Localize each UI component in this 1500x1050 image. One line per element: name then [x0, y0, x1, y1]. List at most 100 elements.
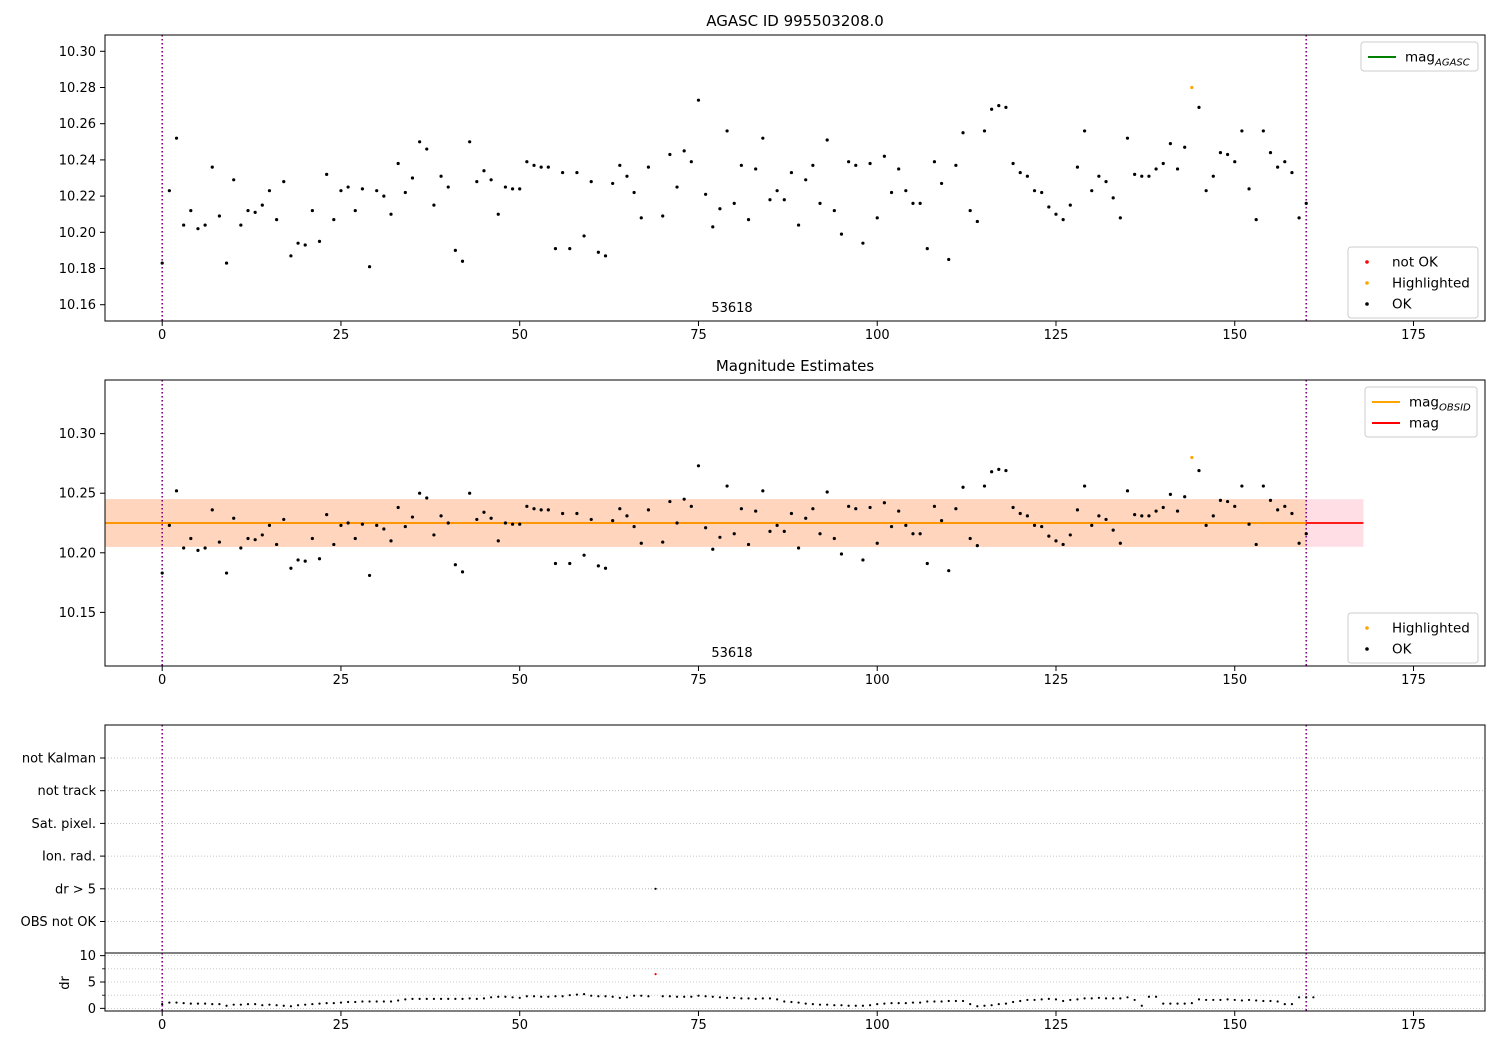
- data-point-ok: [482, 510, 486, 514]
- dr-point: [1047, 997, 1050, 1000]
- dr-point: [590, 994, 593, 997]
- data-point-ok: [167, 189, 171, 193]
- data-point-ok: [1204, 523, 1208, 527]
- data-point-ok: [811, 163, 815, 167]
- legend-label-subscript: OBSID: [1439, 403, 1471, 414]
- legend-dot-swatch: [1365, 281, 1369, 285]
- data-point-ok: [525, 160, 529, 164]
- top-panel-title: AGASC ID 995503208.0: [706, 12, 884, 30]
- flag-category-label: Ion. rad.: [42, 850, 96, 865]
- legend-label-main: mag: [1405, 50, 1435, 66]
- dr-point: [1190, 1001, 1193, 1005]
- legend-box: [1347, 246, 1479, 319]
- data-point-ok: [367, 573, 372, 578]
- data-point-ok: [796, 223, 801, 227]
- data-point-ok: [882, 501, 886, 505]
- dr-point: [1169, 1002, 1172, 1005]
- data-point-ok: [789, 511, 794, 516]
- dr-point: [1147, 995, 1151, 998]
- data-point-ok: [346, 185, 350, 189]
- dr-point: [204, 1002, 207, 1005]
- data-point-ok: [1154, 509, 1158, 513]
- dr-point: [1219, 998, 1222, 1002]
- data-point-ok: [568, 561, 572, 566]
- agasc-magnitude-panel: AGASC ID 995503208.0 0 25 50 75 100 125 150 175…: [59, 12, 1486, 343]
- data-point-ok: [789, 170, 794, 175]
- dr-point: [811, 1003, 814, 1006]
- data-point-ok: [947, 257, 951, 262]
- data-point-ok: [382, 194, 386, 198]
- data-point-ok: [1054, 539, 1058, 543]
- legend-label: OK: [1392, 642, 1413, 658]
- data-point-ok: [325, 172, 329, 176]
- dr-point: [1283, 1003, 1286, 1006]
- data-point-ok: [253, 538, 257, 542]
- dr-point: [718, 996, 722, 999]
- data-point-ok: [1161, 505, 1165, 510]
- dr-point: [876, 1003, 879, 1006]
- data-point-ok: [532, 507, 536, 511]
- data-point-ok: [832, 536, 836, 541]
- data-point-ok: [925, 561, 929, 566]
- dr-point: [554, 995, 557, 998]
- data-point-ok: [1161, 161, 1165, 166]
- dr-point: [990, 1004, 993, 1007]
- x-tick-label: 175: [1401, 673, 1426, 688]
- x-tick-label: 125: [1044, 1018, 1069, 1033]
- dr-point: [1276, 1000, 1279, 1003]
- data-point-ok: [975, 544, 979, 548]
- data-point-ok: [1040, 524, 1044, 529]
- data-point-ok: [1054, 212, 1058, 216]
- dr-point: [1019, 999, 1022, 1003]
- data-point-ok: [224, 571, 229, 575]
- dr-point: [540, 995, 543, 998]
- legend-dot-swatch: [1365, 626, 1369, 630]
- data-point-ok: [746, 542, 751, 547]
- dr-point: [1176, 1002, 1179, 1005]
- data-point-ok: [203, 223, 207, 227]
- data-point-ok: [410, 515, 415, 519]
- data-point-ok: [1004, 105, 1008, 110]
- data-point-ok: [503, 185, 508, 189]
- data-point-ok: [661, 214, 665, 218]
- data-point-ok: [1082, 484, 1087, 488]
- data-point-ok: [1276, 165, 1280, 169]
- data-point-ok: [1018, 511, 1022, 516]
- data-point-ok: [1125, 489, 1130, 493]
- data-point-ok: [453, 248, 457, 253]
- data-point-ok: [689, 160, 693, 164]
- dr-point: [804, 1002, 807, 1005]
- data-point-ok: [904, 189, 908, 193]
- x-tick-label: 175: [1401, 328, 1426, 343]
- data-point-ok: [432, 203, 436, 207]
- legend-dot-swatch: [1365, 647, 1369, 651]
- data-point-ok: [1147, 514, 1151, 518]
- dr-point: [268, 1003, 271, 1006]
- data-point-ok: [704, 192, 708, 196]
- data-point-ok: [468, 491, 472, 495]
- data-point-ok: [332, 542, 336, 547]
- dr-point: [490, 996, 493, 999]
- data-point-ok: [1304, 201, 1308, 205]
- dr-point: [568, 994, 571, 997]
- data-point-ok: [868, 161, 872, 166]
- dr-point: [1069, 998, 1072, 1002]
- data-point-ok: [1276, 508, 1280, 512]
- data-point-ok: [396, 505, 400, 510]
- legend-label-main: OK: [1392, 642, 1413, 658]
- data-point-ok: [575, 170, 579, 175]
- data-point-ok: [897, 167, 901, 171]
- data-point-ok: [682, 497, 686, 501]
- data-point-ok: [217, 540, 222, 544]
- data-point-ok: [360, 187, 365, 191]
- data-point-ok: [1290, 511, 1294, 516]
- y-tick-label: 10.26: [59, 117, 96, 132]
- flags-plot-frame: [104, 724, 1486, 954]
- data-point-ok: [460, 570, 465, 574]
- flag-category-label: not Kalman: [22, 752, 96, 767]
- dr-point: [854, 1004, 857, 1007]
- data-point-ok: [968, 536, 972, 541]
- data-point-ok: [296, 241, 300, 245]
- data-point-ok: [718, 207, 722, 211]
- top-obsid-annotation: 53618: [711, 301, 752, 316]
